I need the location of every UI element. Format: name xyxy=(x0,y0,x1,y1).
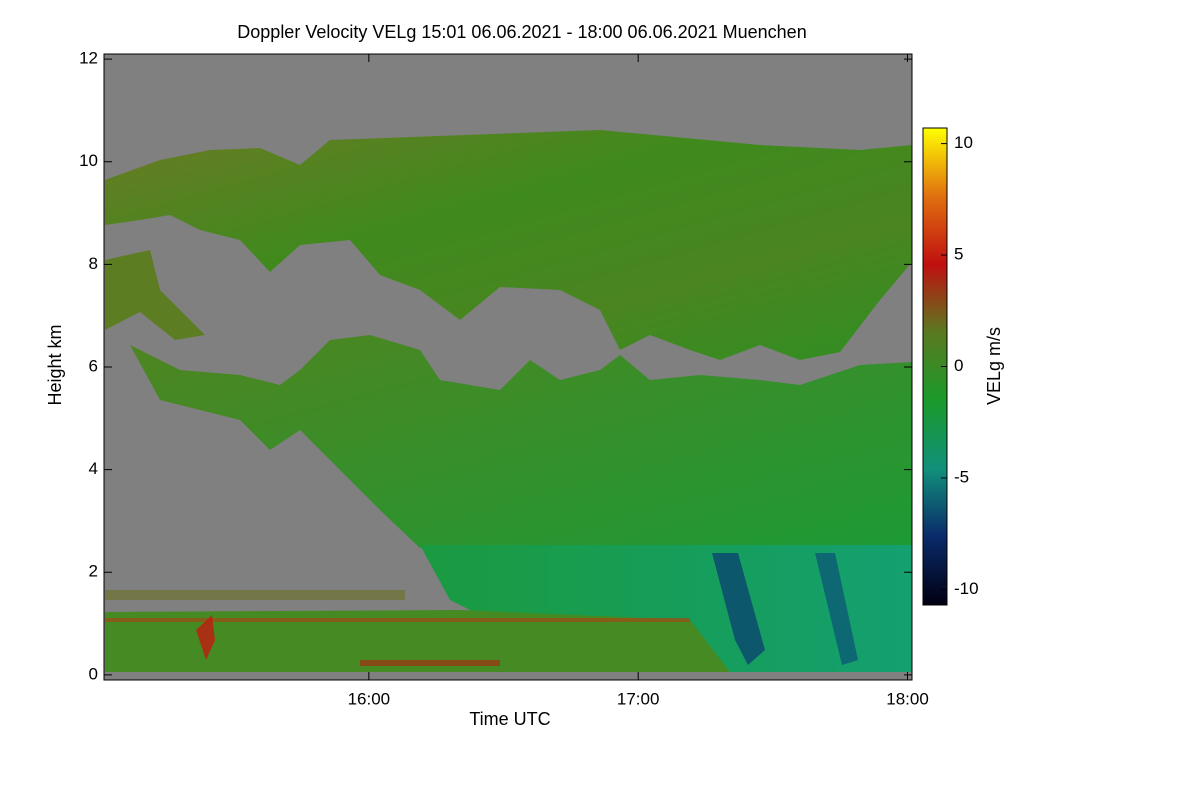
y-tick-label: 6 xyxy=(89,356,98,375)
chart-title: Doppler Velocity VELg 15:01 06.06.2021 -… xyxy=(237,22,806,42)
y-tick-label: 12 xyxy=(79,49,98,68)
colorbar-tick-label: -10 xyxy=(954,579,979,598)
velocity-field xyxy=(104,54,912,680)
y-tick-label: 0 xyxy=(89,664,98,683)
colorbar-tick-label: 0 xyxy=(954,356,963,375)
colorbar-tick-label: -5 xyxy=(954,467,969,486)
colorbar-label: VELg m/s xyxy=(984,327,1004,405)
y-tick-label: 8 xyxy=(89,254,98,273)
x-tick-label: 16:00 xyxy=(348,689,391,708)
y-axis-label: Height km xyxy=(45,324,65,405)
y-tick-label: 4 xyxy=(89,459,98,478)
colorbar-tick-label: 5 xyxy=(954,245,963,264)
x-tick-label: 18:00 xyxy=(886,689,929,708)
colorbar-tick-label: 10 xyxy=(954,133,973,152)
x-tick-label: 17:00 xyxy=(617,689,660,708)
y-tick-label: 10 xyxy=(79,151,98,170)
x-axis-label: Time UTC xyxy=(469,709,550,729)
y-tick-label: 2 xyxy=(89,562,98,581)
